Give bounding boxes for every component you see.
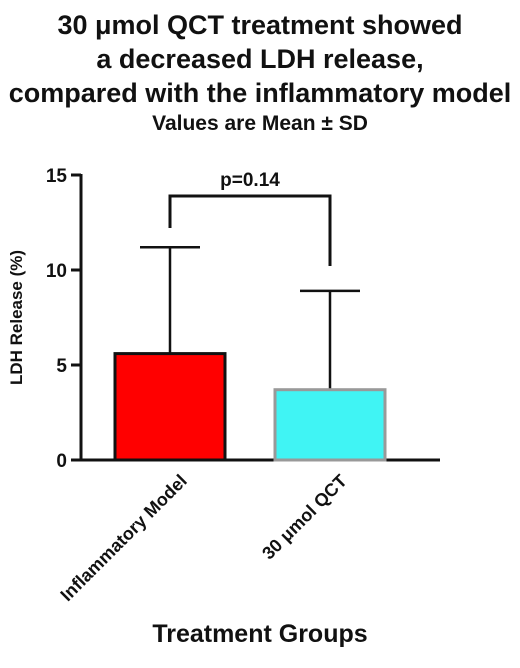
chart-title-line-2: a decreased LDH release,: [96, 44, 424, 74]
chart-title-line-1: 30 μmol QCT treatment showed: [57, 10, 463, 40]
bar: [113, 352, 227, 462]
chart-title-line-3: compared with the inflammatory model: [8, 78, 512, 108]
y-tick-label: 0: [56, 451, 67, 472]
chart-subtitle: Values are Mean ± SD: [152, 112, 368, 135]
x-category-label: Inflammatory Model: [56, 471, 190, 605]
x-axis-title: Treatment Groups: [152, 620, 368, 648]
y-tick-label: 15: [46, 166, 68, 187]
x-category-label: 30 μmol QCT: [258, 471, 351, 564]
y-axis-title: LDH Release (%): [7, 250, 26, 385]
p-value-label: p=0.14: [220, 170, 280, 191]
y-tick-label: 10: [46, 261, 67, 282]
y-tick-label: 5: [56, 356, 67, 377]
significance-bracket: [168, 194, 332, 266]
bar: [273, 388, 387, 462]
chart-title: 30 μmol QCT treatment showed a decreased…: [0, 8, 520, 138]
